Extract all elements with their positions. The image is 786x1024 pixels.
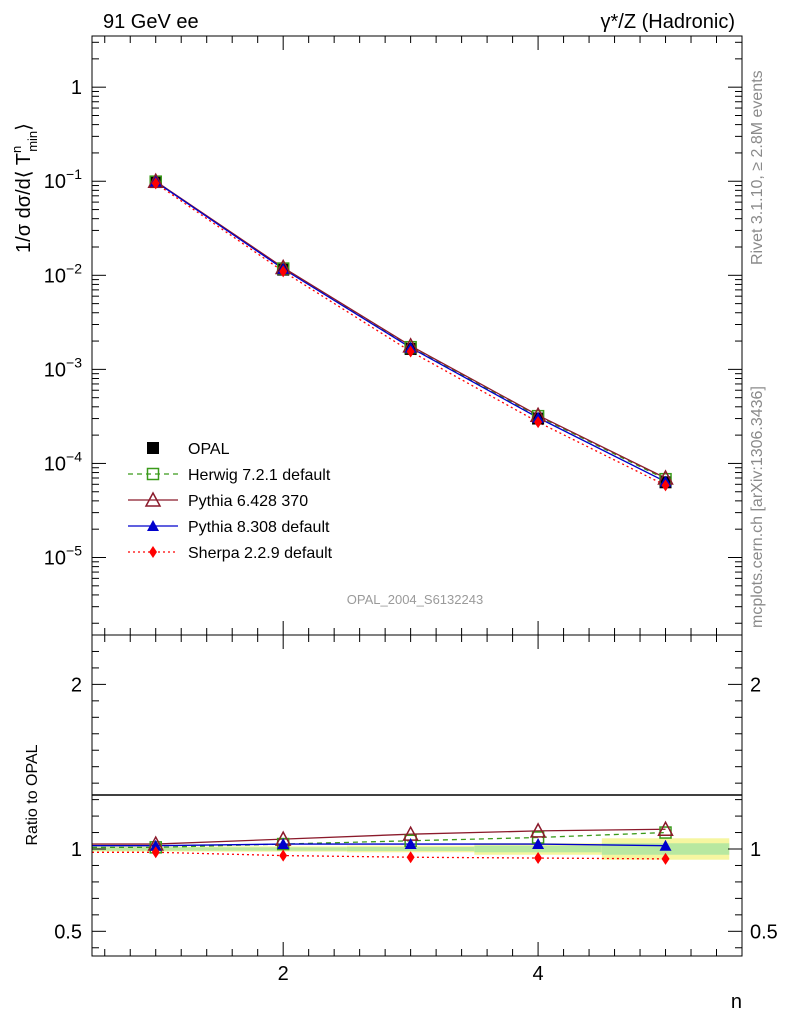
main-y-label-sub: min [25, 131, 40, 152]
ratio-series-lines [92, 828, 666, 860]
legend-marker [147, 520, 159, 531]
data-point [151, 177, 160, 190]
legend-label: OPAL [188, 441, 230, 458]
ratio-y-tick-label-left: 0.5 [54, 921, 82, 943]
analysis-tag: OPAL_2004_S6132243 [347, 592, 483, 607]
ratio-point [279, 849, 288, 862]
ratio-line-1 [92, 828, 666, 845]
ratio-series-markers [147, 820, 674, 865]
ratio-line-2 [92, 843, 666, 847]
main-y-tick-label: 1 [71, 77, 82, 99]
main-y-tick-labels: 110−110−210−310−410−5 [44, 77, 82, 569]
tick-mantissa: 10 [44, 547, 66, 569]
series-line-3 [155, 181, 666, 483]
ratio-point [404, 838, 417, 850]
legend-label: Pythia 8.308 default [188, 519, 330, 536]
tick-mantissa: 10 [44, 265, 66, 287]
ratio-point [151, 846, 160, 859]
data-point [534, 416, 543, 429]
ratio-y-axis-label: Ratio to OPAL [24, 744, 41, 845]
plot-title-left: 91 GeV ee [103, 11, 199, 33]
tick-mantissa: 10 [44, 359, 66, 381]
main-y-tick-label: 10−2 [44, 260, 82, 287]
main-y-tick-label: 10−1 [44, 166, 82, 193]
tick-mantissa: 10 [44, 171, 66, 193]
main-y-tick-label: 10−3 [44, 354, 82, 381]
plot-title-right: γ*/Z (Hadronic) [601, 11, 735, 33]
series-line-2 [155, 180, 666, 479]
ratio-frame [91, 634, 743, 957]
main-series-lines [155, 180, 666, 486]
data-point [661, 479, 670, 492]
ratio-point [406, 851, 415, 864]
x-axis-label: n [731, 991, 742, 1013]
ratio-point [529, 822, 547, 838]
main-y-label-sup: n [9, 146, 24, 153]
ratio-point [532, 838, 545, 850]
ratio-y-tick-label-right: 1 [750, 839, 761, 861]
ratio-point [149, 839, 162, 851]
legend: OPAL Herwig 7.2.1 default Pythia 6.428 370… [128, 441, 333, 562]
main-panel: 110−110−210−310−410−5 OPAL_2004_S6132243… [9, 35, 743, 636]
legend-label: Herwig 7.2.1 default [188, 467, 331, 484]
ratio-y-tick-label-left: 2 [71, 674, 82, 696]
main-y-tick-label: 10−5 [44, 542, 82, 569]
ratio-point [534, 852, 543, 865]
x-tick-label: 2 [278, 963, 289, 985]
data-point [279, 265, 288, 278]
ratio-axis-ticks [92, 634, 743, 956]
tick-exponent: −1 [66, 166, 82, 182]
main-y-label-text: 1/σ dσ/d⟨ T [13, 153, 35, 253]
main-y-axis-label: 1/σ dσ/d⟨ Tnmin⟩ [9, 123, 40, 253]
legend-marker [147, 442, 159, 454]
legend-label: Sherpa 2.2.9 default [188, 545, 333, 562]
legend-marker [149, 546, 157, 558]
ratio-point [657, 820, 674, 836]
legend-marker [146, 467, 160, 481]
ratio-point [659, 839, 672, 851]
tick-exponent: −3 [66, 354, 82, 370]
x-tick-label: 4 [533, 963, 544, 985]
tick-mantissa: 10 [44, 453, 66, 475]
main-series-markers [147, 172, 674, 492]
legend-marker [144, 491, 162, 507]
ratio-y-tick-labels: 2 2 1 1 0.5 0.5 [54, 674, 778, 943]
series-line-1 [155, 181, 666, 480]
ratio-line-0 [92, 831, 666, 849]
ratio-point [661, 852, 670, 865]
mcplots-label: mcplots.cern.ch [arXiv:1306.3436] [749, 386, 766, 628]
ratio-y-tick-label-right: 0.5 [750, 921, 778, 943]
legend-label: Pythia 6.428 370 [188, 493, 308, 510]
main-axis-ticks [92, 36, 743, 635]
ratio-point [277, 838, 290, 850]
ratio-y-tick-label-right: 2 [750, 674, 761, 696]
ratio-y-tick-label-left: 1 [71, 839, 82, 861]
data-point [406, 345, 415, 358]
tick-exponent: −2 [66, 260, 82, 276]
tick-exponent: −4 [66, 448, 82, 464]
main-y-label-end: ⟩ [13, 123, 35, 131]
tick-exponent: −5 [66, 542, 82, 558]
rivet-version-label: Rivet 3.1.10, ≥ 2.8M events [749, 70, 766, 265]
main-y-tick-label: 10−4 [44, 448, 82, 475]
tick-mantissa: 1 [71, 77, 82, 99]
